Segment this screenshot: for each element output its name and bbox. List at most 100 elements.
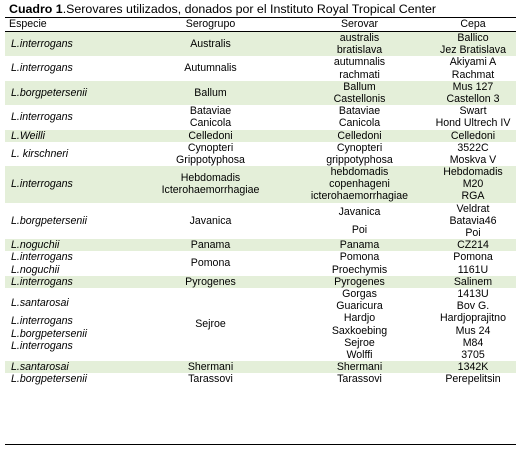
serovar-text: hebdomadis	[330, 166, 389, 179]
table-caption: Cuadro 1.Serovares utilizados, donados p…	[9, 2, 514, 16]
table-row: L.Weilli Celledoni Celledoni Celledoni	[5, 129, 516, 142]
serovar-text: Tarassovi	[337, 373, 382, 386]
cell-cepa: Pomona 1161U	[430, 251, 516, 275]
serovar-text: Saxkoebing	[331, 324, 388, 337]
especie-text: L.interrogans	[11, 111, 73, 124]
cell-especie: L.borgpetersenii	[5, 373, 132, 385]
serovar-text: Pomona	[339, 251, 380, 264]
cell-especie: L.borgpetersenii	[5, 203, 132, 240]
cell-especie: L.interrogans	[5, 31, 132, 57]
cell-serogrupo: Javanica	[132, 203, 289, 240]
cell-serogrupo: Hebdomadis Icterohaemorrhagiae	[132, 166, 289, 203]
cell-especie: L.interrogans	[5, 275, 132, 288]
serovar-text: Panama	[339, 239, 380, 252]
especie-text: L.interrogans	[11, 275, 73, 288]
cepa-text: Hardjoprajitno	[440, 312, 506, 325]
table-row: L.interrogans L.noguchii Pomona Pomona Proec…	[5, 251, 516, 275]
cell-serogrupo: Ballum	[132, 80, 289, 106]
table-bottom-rule	[5, 444, 516, 445]
header-serogrupo: Serogrupo	[132, 17, 289, 32]
cell-serogrupo: Sejroe	[132, 288, 289, 361]
cell-especie: L.interrogans	[5, 105, 132, 129]
serovar-text: copenhageni	[329, 178, 390, 191]
cepa-text: Pomona	[453, 251, 493, 264]
cell-serogrupo: Pyrogenes	[132, 275, 289, 288]
serovar-text: Ballum	[343, 80, 376, 93]
serovar-text: icterohaemorrhagiae	[310, 190, 409, 203]
serovar-text: Cynopteri	[336, 141, 383, 154]
cell-cepa: CZ214	[430, 239, 516, 252]
cell-serovar: australis bratislava	[289, 31, 430, 57]
serovar-text: australis	[339, 32, 380, 44]
cell-serovar: Pomona Proechymis	[289, 251, 430, 275]
cell-especie: L.santarosai L.interrogans L.borgpeterseni…	[5, 288, 132, 361]
cepa-text: Bov G.	[456, 300, 490, 313]
table-row: L.interrogans Pyrogenes Pyrogenes Salinem	[5, 275, 516, 288]
serovar-text: bratislava	[336, 44, 383, 57]
cepa-text: Perepelitsin	[445, 373, 501, 386]
cepa-text: Hond Ultrech IV	[435, 117, 511, 130]
serogrupo-text: Hebdomadis	[180, 172, 241, 185]
table-header-row: Especie Serogrupo Serovar Cepa	[5, 17, 516, 32]
serogrupo-text: Icterohaemorrhagiae	[161, 184, 260, 197]
serogrupo-text: Celledoni	[188, 129, 233, 142]
serogrupo-text: Grippotyphosa	[176, 153, 245, 166]
especie-text: L.interrogans	[11, 339, 73, 352]
table-row: L.borgpetersenii Tarassovi Tarassovi Perepe…	[5, 373, 516, 385]
serogrupo-text: Javanica	[189, 214, 232, 227]
serogrupo-text: Canicola	[189, 117, 232, 130]
cell-serogrupo: Bataviae Canicola	[132, 105, 289, 129]
table-row: L.interrogans Autumnalis autumnalis rachmat…	[5, 56, 516, 80]
table-row: L.interrogans Australis australis bratislav…	[5, 31, 516, 57]
especie-text: L.borgpetersenii	[11, 86, 87, 99]
cell-serovar: hebdomadis copenhageni icterohaemorrhagiae	[289, 166, 430, 203]
cepa-text: Celledoni	[450, 129, 496, 142]
cepa-text: RGA	[461, 190, 485, 203]
especie-text: L.santarosai	[11, 361, 69, 374]
cepa-text: Jez Bratislava	[440, 44, 506, 57]
serovar-text: Shermani	[336, 361, 383, 374]
table-row: L.borgpetersenii Ballum Ballum Castellonis M…	[5, 80, 516, 106]
serovar-text: grippotyphosa	[326, 153, 393, 166]
serovar-text: Guaricura	[336, 300, 383, 313]
serovar-text: Sejroe	[344, 336, 375, 349]
serovar-text: Poi	[351, 223, 368, 236]
cell-serovar: Shermani	[289, 361, 430, 374]
cell-cepa: 1413U Bov G. Hardjoprajitno Mus 24 M84 3705	[430, 288, 516, 361]
serogrupo-text: Pyrogenes	[185, 275, 236, 288]
cell-cepa: Mus 127 Castellon 3	[430, 80, 516, 106]
cepa-text: CZ214	[457, 239, 489, 252]
cell-serogrupo: Cynopteri Grippotyphosa	[132, 142, 289, 166]
cell-especie: L.interrogans L.noguchii	[5, 251, 132, 275]
caption-text: .Serovares utilizados, donados por el In…	[62, 2, 436, 16]
cell-serogrupo: Tarassovi	[132, 373, 289, 385]
cepa-text: Swart	[459, 105, 487, 118]
especie-text: L. kirschneri	[11, 147, 69, 160]
table-row: L.santarosai L.interrogans L.borgpeterseni…	[5, 288, 516, 361]
especie-text: L.borgpetersenii	[11, 373, 87, 386]
table-row: L.santarosai Shermani Shermani 1342K	[5, 361, 516, 374]
serovar-table: Especie Serogrupo Serovar Cepa L.interro…	[5, 17, 516, 385]
cell-especie: L.santarosai	[5, 361, 132, 374]
cepa-text: 1413U	[457, 287, 489, 300]
cepa-text: Akiyami A	[449, 56, 497, 69]
table-body: L.interrogans Australis australis bratislav…	[5, 31, 516, 386]
serogrupo-text: Sejroe	[195, 318, 226, 331]
especie-text: L.interrogans	[11, 251, 73, 264]
table-row: L.interrogans Hebdomadis Icterohaemorrhagi…	[5, 166, 516, 203]
cell-serovar: Panama	[289, 239, 430, 252]
especie-text: L.santarosai	[11, 297, 69, 310]
cell-serovar: Bataviae Canicola	[289, 105, 430, 129]
cepa-text: 3705	[461, 348, 485, 361]
cell-cepa: Ballico Jez Bratislava	[430, 31, 516, 57]
cell-serovar: Tarassovi	[289, 373, 430, 385]
serogrupo-text: Ballum	[194, 86, 227, 99]
serovar-text: Wolffi	[346, 348, 373, 361]
especie-text: L.Weilli	[11, 129, 45, 142]
cepa-text: Mus 127	[452, 80, 494, 93]
cepa-text: Salinem	[453, 275, 493, 288]
table-row: L. kirschneri Cynopteri Grippotyphosa Cynop…	[5, 142, 516, 166]
serovar-text: Javanica	[338, 205, 381, 218]
serogrupo-text: Autumnalis	[184, 62, 237, 75]
serovar-text: autumnalis	[333, 56, 386, 69]
